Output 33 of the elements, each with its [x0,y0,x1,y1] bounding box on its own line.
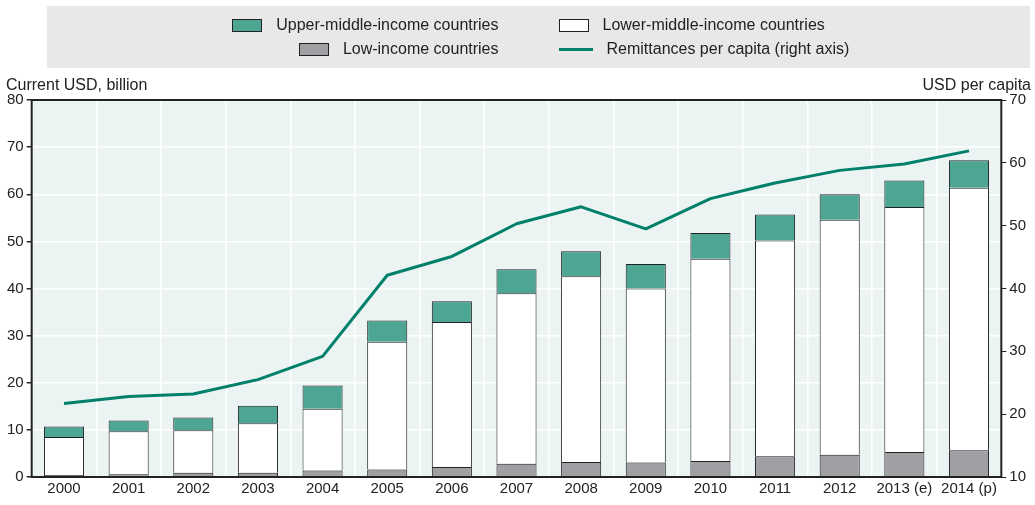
y-tick-label: 50 [7,231,24,249]
y-tick-label: 20 [7,372,24,390]
y-tick-label: 60 [7,184,24,202]
x-tick-label: 2013 (e) [876,479,933,497]
x-tick-label: 2014 (p) [941,479,997,497]
y2-tick-label: 60 [1009,152,1026,170]
y-tick-label: 70 [7,137,24,155]
y2-tick-label: 50 [1009,215,1026,233]
y-tick-label: 30 [7,325,24,343]
y2-tick-label: 40 [1009,278,1026,296]
y2-tick-label: 10 [1009,467,1026,485]
legend-label: Upper-middle-income countries [276,16,499,34]
x-tick-label: 2004 [305,479,340,497]
y2-tick-label: 20 [1009,404,1026,422]
x-tick-label: 2007 [499,479,534,497]
x-tick-label: 2006 [435,479,469,497]
x-tick-label: 2001 [111,479,146,497]
x-tick-label: 2010 [693,479,728,497]
x-tick-label: 2012 [823,479,857,497]
x-tick-label: 2005 [370,479,404,497]
legend-label: Remittances per capita (right axis) [606,40,850,58]
y-tick-label: 40 [7,278,24,296]
x-tick-label: 2009 [629,479,663,497]
y-tick-label: 0 [15,467,24,485]
x-tick-label: 2011 [758,479,792,497]
x-tick-label: 2008 [564,479,598,497]
x-tick-label: 2002 [176,479,210,497]
legend-label: Lower-middle-income countries [602,16,825,34]
x-tick-label: 2003 [241,479,275,497]
y2-tick-label: 30 [1009,341,1026,359]
x-tick-label: 2000 [47,479,81,497]
legend-label: Low-income countries [342,40,499,58]
y-tick-label: 10 [7,420,24,438]
